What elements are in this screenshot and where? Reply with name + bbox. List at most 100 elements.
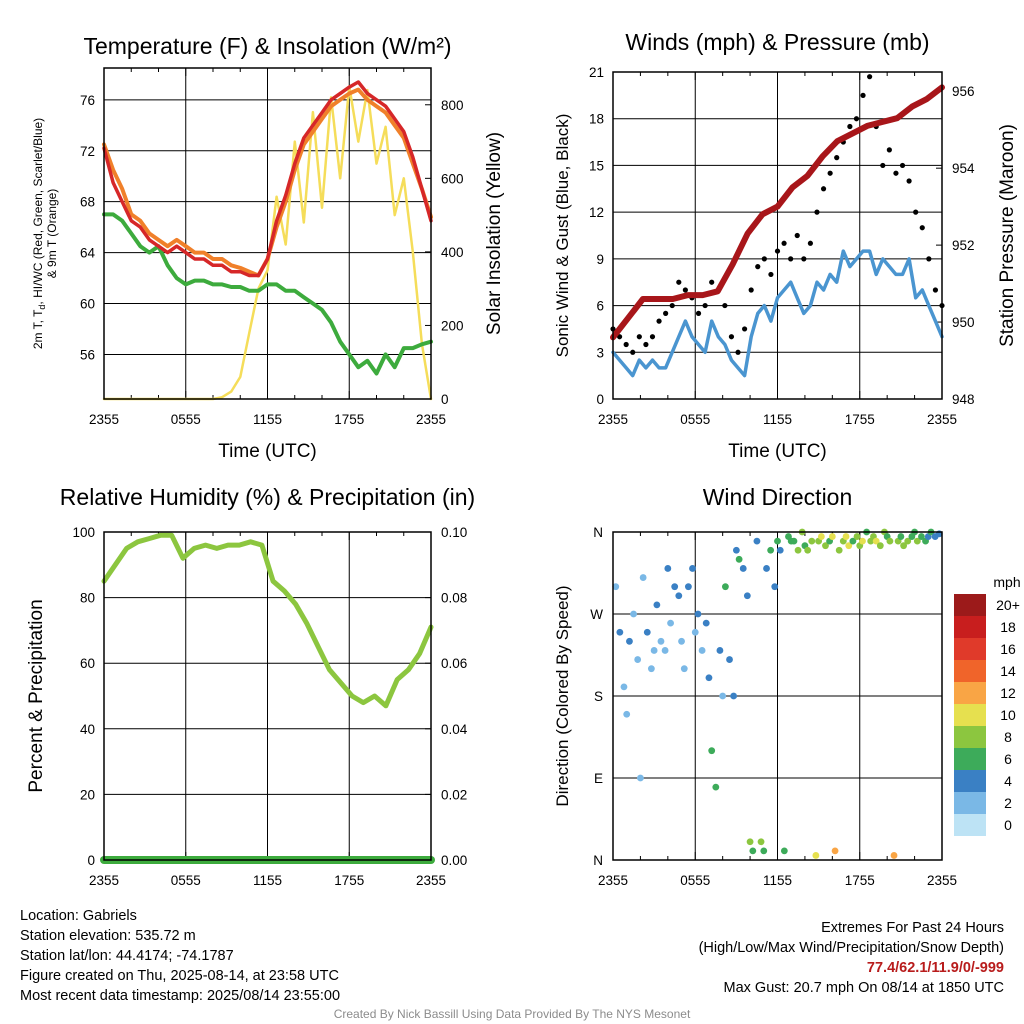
direction-point <box>774 537 781 545</box>
gust-point <box>807 240 814 246</box>
direction-point <box>842 533 850 540</box>
gust-point <box>886 147 892 153</box>
direction-point <box>726 656 733 663</box>
y-tick-label: 60 <box>80 297 95 312</box>
direction-point <box>904 537 912 545</box>
direction-point <box>886 537 894 545</box>
direction-point <box>859 537 866 545</box>
gust-point <box>814 209 820 215</box>
gust-point <box>709 279 715 285</box>
y-tick-label: 72 <box>80 144 95 159</box>
gust-point <box>722 302 728 309</box>
direction-point <box>698 647 706 654</box>
direction-point <box>691 628 699 636</box>
x-tick-label: 1755 <box>845 412 875 427</box>
gust-point <box>913 209 919 215</box>
gust-point <box>676 279 682 285</box>
panel-title: Winds (mph) & Pressure (mb) <box>625 29 929 55</box>
direction-point <box>639 574 647 581</box>
gust-point <box>853 116 860 122</box>
gust-point <box>735 349 741 355</box>
x-tick-label: 2355 <box>598 412 628 427</box>
y2-tick-label: 200 <box>441 318 464 333</box>
gust-point <box>630 349 636 355</box>
legend-label: 2 <box>1004 795 1012 811</box>
direction-point <box>616 628 624 636</box>
created-line: Figure created on Thu, 2025-08-14, at 23… <box>20 968 339 984</box>
gust-point <box>919 225 925 231</box>
direction-point <box>730 692 738 700</box>
direction-point <box>808 537 816 545</box>
recent-data-line: Most recent data timestamp: 2025/08/14 2… <box>20 988 341 1004</box>
legend-label: 18 <box>1000 619 1016 635</box>
direction-point <box>630 610 637 618</box>
direction-point <box>708 747 716 755</box>
gust-point <box>880 162 886 169</box>
elevation-line: Station elevation: 535.72 m <box>20 928 196 944</box>
direction-point <box>612 583 620 591</box>
direction-point <box>812 852 820 859</box>
gust-point <box>649 334 656 340</box>
gust-point <box>663 310 669 316</box>
gust-point <box>656 318 662 324</box>
direction-point <box>746 838 754 846</box>
y-tick-label: 20 <box>80 787 95 802</box>
y2-tick-label: 0.04 <box>441 722 468 737</box>
direction-point <box>735 555 743 563</box>
y2-axis-label: Solar Insolation (Yellow) <box>484 132 505 335</box>
direction-point <box>794 546 802 554</box>
y-axis-label: Sonic Wind & Gust (Blue, Black) <box>553 114 572 358</box>
legend-label: 16 <box>1000 641 1016 657</box>
y-tick-label: N <box>593 853 603 868</box>
y-tick-label: 60 <box>80 656 95 671</box>
plot-border <box>103 531 432 861</box>
x-tick-label: 1155 <box>253 873 282 888</box>
direction-point <box>913 537 921 545</box>
y-tick-label: 12 <box>589 205 604 220</box>
plot-border <box>612 71 943 400</box>
x-axis-label: Time (UTC) <box>728 441 827 462</box>
x-tick-label: 0555 <box>680 412 710 427</box>
y-tick-label: N <box>593 525 603 540</box>
direction-point <box>705 674 713 682</box>
series-line-pressure <box>610 84 945 341</box>
panel-title: Temperature (F) & Insolation (W/m²) <box>83 33 451 59</box>
y-tick-label: 56 <box>80 347 95 362</box>
extremes-info: Extremes For Past 24 Hours (High/Low/Max… <box>699 918 1004 998</box>
gust-point <box>742 326 748 332</box>
direction-point <box>831 847 839 855</box>
direction-point <box>776 546 784 554</box>
direction-point <box>675 592 683 600</box>
legend-swatch <box>954 704 986 726</box>
legend-swatch <box>954 770 986 792</box>
y2-tick-label: 952 <box>952 238 975 253</box>
direction-point <box>760 847 768 855</box>
gust-point <box>788 256 794 262</box>
direction-point <box>684 583 692 591</box>
x-tick-label: 2355 <box>598 873 628 888</box>
gust-point <box>695 310 702 316</box>
gust-point <box>755 264 761 270</box>
x-tick-label: 2355 <box>416 412 446 427</box>
y-tick-label: 0 <box>596 392 604 407</box>
gust-point <box>781 240 787 246</box>
y-tick-label: 76 <box>80 93 95 108</box>
legend-swatch <box>954 814 986 836</box>
y-tick-label: 80 <box>80 591 95 606</box>
direction-point <box>890 852 898 859</box>
direction-point <box>749 847 757 855</box>
direction-point <box>620 683 628 691</box>
gust-point <box>623 341 629 348</box>
panel-3: Relative Humidity (%) & Precipitation (i… <box>26 484 475 888</box>
panel-4: Wind Direction 2355 0555 1155 1755 2355 N E S W N D… <box>553 484 1021 888</box>
gust-point <box>893 170 899 176</box>
direction-point <box>680 665 688 673</box>
direction-point <box>653 601 661 609</box>
legend-swatch <box>954 660 986 682</box>
y2-tick-label: 0.00 <box>441 853 467 868</box>
gust-point <box>768 271 774 278</box>
direction-point <box>647 665 655 673</box>
direction-point <box>835 546 843 554</box>
y-tick-label: 15 <box>589 158 604 173</box>
